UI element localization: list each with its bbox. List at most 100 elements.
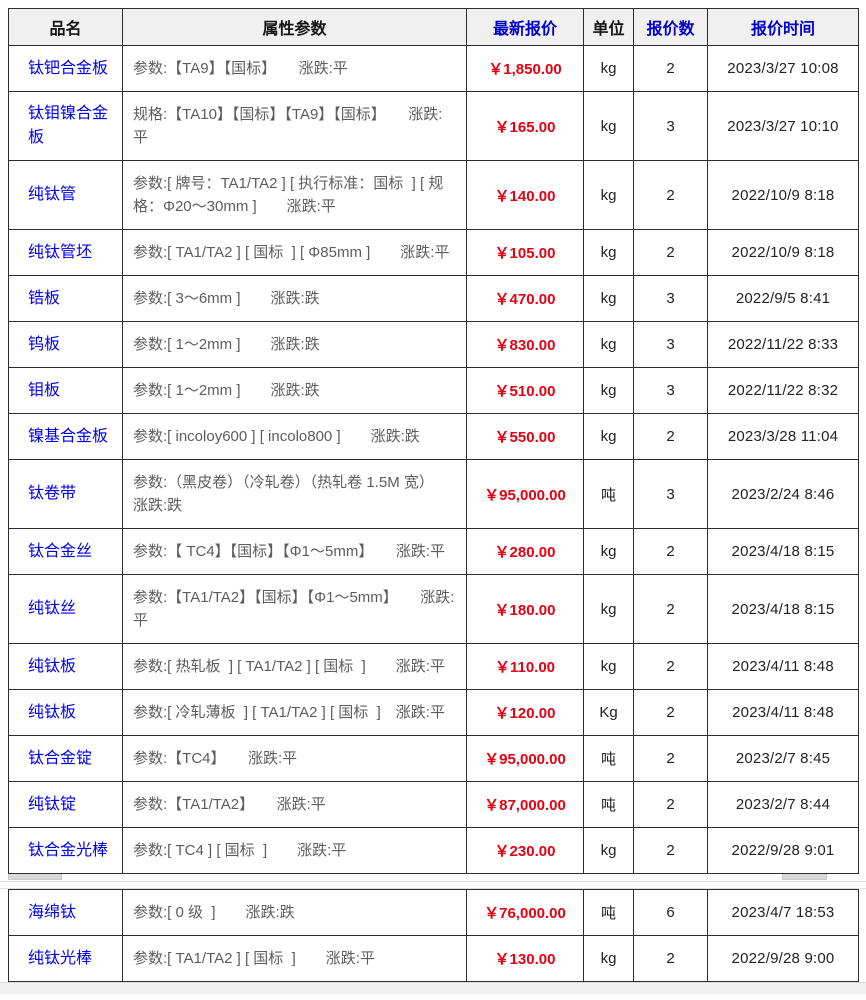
- product-params-cell: 参数:（黑皮卷）（冷轧卷）（热轧卷 1.5M 宽） 涨跌:跌: [122, 459, 467, 529]
- latest-price-cell: ￥470.00: [466, 275, 584, 322]
- col-header-quote-count: 报价数: [633, 8, 708, 46]
- product-name-cell: 锆板: [8, 275, 123, 322]
- table-row: 钛卷带 参数:（黑皮卷）（冷轧卷）（热轧卷 1.5M 宽） 涨跌:跌 ￥95,0…: [8, 459, 859, 529]
- product-name-cell: 钼板: [8, 367, 123, 414]
- product-params-cell: 参数:【 TC4】【国标】【Φ1～5mm】 涨跌:平: [122, 528, 467, 575]
- unit-cell: kg: [583, 413, 634, 460]
- price-table-secondary-body: 海绵钛 参数:[ 0 级 ] 涨跌:跌 ￥76,000.00 吨 6 2023/…: [8, 889, 859, 982]
- quote-count-cell: 2: [633, 160, 708, 230]
- product-params-cell: 参数:[ 1～2mm ] 涨跌:跌: [122, 367, 467, 414]
- col-header-latest-price: 最新报价: [466, 8, 584, 46]
- unit-cell: kg: [583, 321, 634, 368]
- unit-cell: 吨: [583, 459, 634, 529]
- product-link[interactable]: 纯钛板: [28, 703, 77, 721]
- latest-price-cell: ￥830.00: [466, 321, 584, 368]
- table-row: 钛合金丝 参数:【 TC4】【国标】【Φ1～5mm】 涨跌:平 ￥280.00 …: [8, 528, 859, 575]
- product-link[interactable]: 钛合金锭: [28, 749, 93, 767]
- quote-time-cell: 2022/11/22 8:32: [707, 367, 859, 414]
- quote-count-cell: 2: [633, 827, 708, 874]
- unit-cell: kg: [583, 229, 634, 276]
- quote-count-cell: 2: [633, 229, 708, 276]
- product-link[interactable]: 纯钛管: [28, 186, 77, 203]
- latest-price-cell: ￥140.00: [466, 160, 584, 230]
- unit-cell: kg: [583, 935, 634, 982]
- table-row: 纯钛管 参数:[ 牌号：TA1/TA2 ] [ 执行标准：国标 ] [ 规格：Φ…: [8, 160, 859, 230]
- quote-time-cell: 2023/3/27 10:08: [707, 45, 859, 92]
- latest-price-cell: ￥105.00: [466, 229, 584, 276]
- quote-time-cell: 2023/4/11 8:48: [707, 643, 859, 690]
- product-params-cell: 参数:[ 牌号：TA1/TA2 ] [ 执行标准：国标 ] [ 规格：Φ20～3…: [122, 160, 467, 230]
- col-header-unit: 单位: [583, 8, 634, 46]
- quote-time-cell: 2022/10/9 8:18: [707, 229, 859, 276]
- quote-count-cell: 3: [633, 459, 708, 529]
- unit-cell: kg: [583, 275, 634, 322]
- product-params-cell: 参数:【TA1/TA2】 涨跌:平: [122, 781, 467, 828]
- latest-price-cell: ￥76,000.00: [466, 889, 584, 936]
- table-row: 海绵钛 参数:[ 0 级 ] 涨跌:跌 ￥76,000.00 吨 6 2023/…: [8, 889, 859, 936]
- quote-count-cell: 2: [633, 413, 708, 460]
- product-link[interactable]: 钛卷带: [28, 485, 77, 502]
- unit-cell: kg: [583, 91, 634, 161]
- product-params-cell: 参数:[ 冷轧薄板 ] [ TA1/TA2 ] [ 国标 ] 涨跌:平: [122, 689, 467, 736]
- quote-time-cell: 2022/9/28 9:00: [707, 935, 859, 982]
- unit-cell: Kg: [583, 689, 634, 736]
- quote-time-cell: 2022/9/28 9:01: [707, 827, 859, 874]
- product-params-cell: 参数:[ TA1/TA2 ] [ 国标 ] 涨跌:平: [122, 935, 467, 982]
- product-link[interactable]: 海绵钛: [28, 903, 77, 921]
- gap-artifact-left: [8, 874, 62, 880]
- quote-time-cell: 2023/4/7 18:53: [707, 889, 859, 936]
- unit-cell: kg: [583, 643, 634, 690]
- product-link[interactable]: 钛钯合金板: [28, 59, 109, 77]
- product-params-cell: 参数:【TC4】 涨跌:平: [122, 735, 467, 782]
- product-link[interactable]: 纯钛板: [28, 657, 77, 675]
- quote-time-cell: 2023/4/18 8:15: [707, 528, 859, 575]
- quote-time-cell: 2023/4/18 8:15: [707, 574, 859, 644]
- page-bottom-band: [0, 982, 866, 994]
- col-header-quote-time: 报价时间: [707, 8, 859, 46]
- quote-count-cell: 3: [633, 91, 708, 161]
- col-header-attributes: 属性参数: [122, 8, 467, 46]
- page-top-margin: [0, 0, 866, 8]
- product-name-cell: 钨板: [8, 321, 123, 368]
- product-link[interactable]: 钨板: [28, 335, 61, 353]
- product-params-cell: 参数:[ TC4 ] [ 国标 ] 涨跌:平: [122, 827, 467, 874]
- product-link[interactable]: 纯钛管坯: [28, 243, 93, 261]
- table-row: 钛钯合金板 参数:【TA9】【国标】 涨跌:平 ￥1,850.00 kg 2 2…: [8, 45, 859, 92]
- product-params-cell: 参数:【TA1/TA2】【国标】【Φ1～5mm】 涨跌:平: [122, 574, 467, 644]
- product-name-cell: 纯钛板: [8, 643, 123, 690]
- product-link[interactable]: 钛钼镍合金板: [28, 105, 109, 146]
- quote-count-cell: 2: [633, 45, 708, 92]
- product-params-cell: 参数:[ TA1/TA2 ] [ 国标 ] [ Φ85mm ] 涨跌:平: [122, 229, 467, 276]
- table-row: 纯钛管坯 参数:[ TA1/TA2 ] [ 国标 ] [ Φ85mm ] 涨跌:…: [8, 229, 859, 276]
- unit-cell: kg: [583, 45, 634, 92]
- unit-cell: kg: [583, 528, 634, 575]
- product-link[interactable]: 镍基合金板: [28, 427, 109, 445]
- product-params-cell: 规格:【TA10】【国标】【TA9】【国标】 涨跌:平: [122, 91, 467, 161]
- unit-cell: 吨: [583, 889, 634, 936]
- latest-price-cell: ￥550.00: [466, 413, 584, 460]
- table-row: 锆板 参数:[ 3～6mm ] 涨跌:跌 ￥470.00 kg 3 2022/9…: [8, 275, 859, 322]
- latest-price-cell: ￥180.00: [466, 574, 584, 644]
- latest-price-cell: ￥130.00: [466, 935, 584, 982]
- product-link[interactable]: 钼板: [28, 381, 61, 399]
- latest-price-cell: ￥120.00: [466, 689, 584, 736]
- product-link[interactable]: 纯钛光棒: [28, 949, 93, 967]
- product-name-cell: 钛钯合金板: [8, 45, 123, 92]
- product-link[interactable]: 纯钛丝: [28, 600, 77, 617]
- quote-count-cell: 2: [633, 935, 708, 982]
- table-row: 纯钛光棒 参数:[ TA1/TA2 ] [ 国标 ] 涨跌:平 ￥130.00 …: [8, 935, 859, 982]
- product-name-cell: 纯钛丝: [8, 574, 123, 644]
- quote-count-cell: 2: [633, 735, 708, 782]
- product-link[interactable]: 纯钛锭: [28, 795, 77, 813]
- table-row: 钛钼镍合金板 规格:【TA10】【国标】【TA9】【国标】 涨跌:平 ￥165.…: [8, 91, 859, 161]
- table-row: 纯钛丝 参数:【TA1/TA2】【国标】【Φ1～5mm】 涨跌:平 ￥180.0…: [8, 574, 859, 644]
- table-row: 纯钛板 参数:[ 冷轧薄板 ] [ TA1/TA2 ] [ 国标 ] 涨跌:平 …: [8, 689, 859, 736]
- unit-cell: kg: [583, 367, 634, 414]
- product-link[interactable]: 钛合金丝: [28, 542, 93, 560]
- latest-price-cell: ￥1,850.00: [466, 45, 584, 92]
- product-params-cell: 参数:[ 热轧板 ] [ TA1/TA2 ] [ 国标 ] 涨跌:平: [122, 643, 467, 690]
- latest-price-cell: ￥230.00: [466, 827, 584, 874]
- product-link[interactable]: 锆板: [28, 289, 61, 307]
- product-link[interactable]: 钛合金光棒: [28, 841, 109, 859]
- latest-price-cell: ￥280.00: [466, 528, 584, 575]
